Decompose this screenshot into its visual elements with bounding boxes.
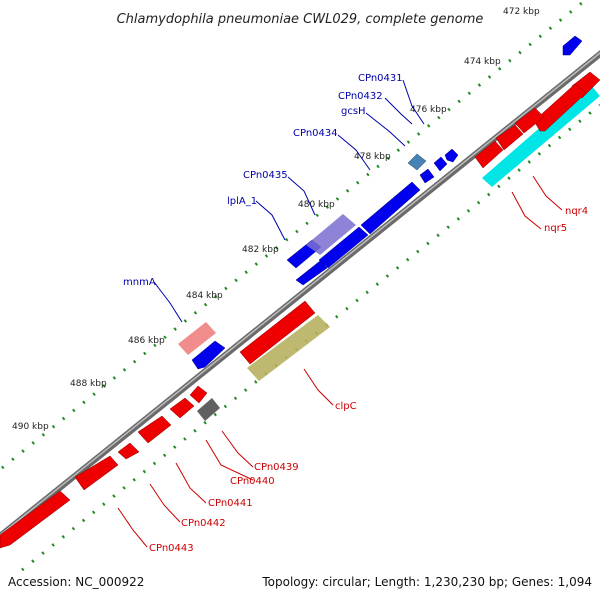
tick-label: 478 kbp — [354, 152, 391, 162]
steelblue-feature — [407, 153, 427, 171]
gene-label[interactable]: CPn0434 — [293, 128, 338, 139]
gene-arrow — [514, 107, 545, 134]
tick-label: 474 kbp — [464, 57, 501, 67]
gene-arrow — [74, 455, 119, 491]
gene-arrow — [495, 124, 524, 151]
gene-label[interactable]: CPn0432 — [338, 91, 383, 102]
gene-arrow — [189, 385, 208, 404]
gene-arrow — [533, 83, 587, 132]
tick-label: 490 kbp — [12, 422, 49, 432]
pink-feature — [178, 322, 216, 355]
gene-label[interactable]: clpC — [335, 401, 357, 412]
tick-label: 472 kbp — [503, 7, 540, 17]
olive-feature — [247, 315, 330, 381]
gene-arrow — [562, 35, 583, 56]
gene-arrow — [360, 181, 421, 235]
gene-label[interactable]: CPn0443 — [149, 543, 194, 554]
map-title: Chlamydophila pneumoniae CWL029, complet… — [117, 12, 484, 27]
gene-label[interactable]: lplA_1 — [227, 196, 257, 207]
gene-label[interactable]: CPn0431 — [358, 73, 403, 84]
tick-label: 480 kbp — [298, 200, 335, 210]
gene-arrow — [117, 442, 140, 460]
forward-label-lines — [153, 79, 425, 323]
forward-gene-labels: CPn0431 CPn0432 gcsH CPn0434 CPn0435 lpl… — [123, 73, 403, 288]
accession-text: Accession: NC_000922 — [8, 575, 144, 589]
gene-arrow — [474, 140, 504, 169]
tick-label: 476 kbp — [410, 105, 447, 115]
gene-label[interactable]: CPn0440 — [230, 476, 275, 487]
purple-feature — [306, 214, 356, 255]
reverse-gene-labels: nqr4 nqr5 clpC CPn0439 CPn0440 CPn0441 C… — [149, 206, 588, 554]
reverse-genes — [0, 71, 600, 549]
gene-arrow — [318, 226, 369, 269]
gene-label[interactable]: mnmA — [123, 277, 156, 288]
tick-label: 484 kbp — [186, 291, 223, 301]
gene-arrow — [444, 148, 459, 163]
gene-arrow — [0, 490, 71, 549]
gene-arrow — [433, 156, 448, 172]
gene-label[interactable]: CPn0442 — [181, 518, 226, 529]
gene-label[interactable]: CPn0439 — [254, 462, 299, 473]
gene-label[interactable]: nqr5 — [544, 223, 567, 234]
gene-label[interactable]: CPn0441 — [208, 498, 253, 509]
gene-arrow — [137, 415, 172, 444]
tick-labels: 472 kbp 474 kbp 476 kbp 478 kbp 480 kbp … — [12, 7, 540, 432]
gene-label[interactable]: gcsH — [341, 106, 366, 117]
genome-summary: Topology: circular; Length: 1,230,230 bp… — [261, 575, 592, 589]
gene-label[interactable]: CPn0435 — [243, 170, 288, 181]
gene-arrow — [239, 300, 316, 365]
gene-arrow — [419, 168, 435, 184]
tick-label: 488 kbp — [70, 379, 107, 389]
gene-arrow — [169, 397, 195, 419]
genome-backbone — [0, 50, 600, 540]
gene-arrow — [295, 260, 328, 286]
gene-label[interactable]: nqr4 — [565, 206, 588, 217]
gene-arrow — [191, 340, 226, 370]
cyan-feature — [482, 84, 600, 187]
gray-feature — [197, 398, 220, 421]
outer-tick-ring — [1, 0, 588, 470]
reverse-label-lines — [117, 175, 563, 548]
tick-label: 482 kbp — [242, 245, 279, 255]
tick-label: 486 kbp — [128, 336, 165, 346]
